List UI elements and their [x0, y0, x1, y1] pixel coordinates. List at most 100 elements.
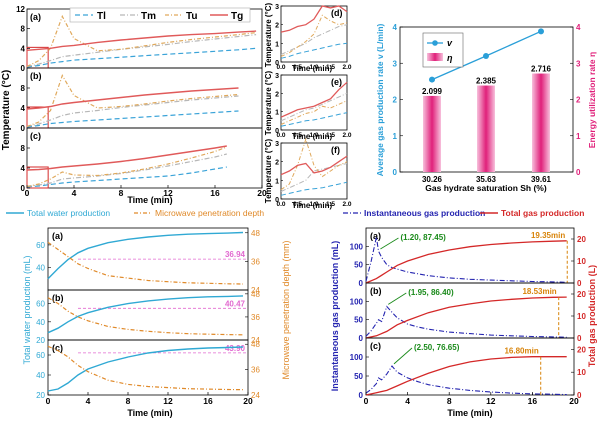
zoom-xtick-label-1-1.5: 1.5: [326, 132, 335, 139]
gas-rate-chart: 0 1 2 3 4 0 1 2 3 4 2.099 30.26 2.385 35.63 2.716 39.61…: [375, 23, 597, 193]
water-ytick-right-label-2-24: 24: [251, 391, 260, 400]
inst-gas-line-0: [365, 237, 567, 283]
temp-main-panel-label-0: (a): [30, 12, 41, 22]
temp-main-Tu-line-2: [26, 146, 228, 188]
temp-main-Tm-line-2: [26, 153, 227, 188]
water-ylabel-right: Microwave penetration depth (mm): [281, 240, 291, 379]
gas-ytick-right-label-1-20: 20: [577, 290, 586, 299]
gas-ylabel-right: Total gas production (L): [587, 265, 597, 367]
zoom-Tu-line-0: [280, 14, 348, 57]
water-xtick-label-20: 20: [243, 396, 253, 406]
legend-eta: η: [447, 53, 453, 63]
temp-main-frame-2: [26, 127, 263, 189]
temp-main-ytick-label-0-8: 8: [21, 25, 26, 34]
gas-rate-bar-1: [477, 85, 495, 172]
temp-main-Tu-line-1: [26, 74, 239, 128]
water-ref-label-1: 40.47: [225, 299, 246, 308]
water-chart: (a)406024364836.94(b)20406024364840.47(c…: [6, 208, 291, 418]
water-ytick-left-label-2-60: 60: [36, 351, 45, 360]
gas-rate-bar-label-1: 2.385: [476, 77, 497, 86]
temp-main-Tl-line-1: [26, 110, 239, 128]
gas-xlabel: Time (min): [447, 408, 492, 418]
water-ytick-left-label-2-20: 20: [36, 391, 45, 400]
total-gas-line-0: [365, 240, 567, 284]
zoom-panel-label-1: (e): [331, 77, 342, 87]
gas-rate-point-1: [483, 53, 489, 59]
gas-ytick-right-label-2-0: 0: [577, 391, 582, 400]
temp-main-xtick-label-8: 8: [119, 188, 124, 198]
legend-total-gas: Total gas production: [501, 208, 584, 218]
legend-tm: Tm: [141, 11, 156, 22]
water-legend: Total water production Microwave penetra…: [6, 208, 264, 218]
temp-main-ytick-label-1-0: 0: [21, 124, 26, 133]
temp-main-panel-label-1: (b): [30, 71, 42, 81]
gas-ytick-left-label-2-50: 50: [354, 372, 363, 381]
temp-main-xtick-label-16: 16: [210, 188, 220, 198]
temp-main-legend: Tl Tm Tu Tg: [69, 7, 251, 23]
inst-gas-line-2: [365, 365, 567, 396]
water-ytick-left-label-1-20: 20: [36, 336, 45, 345]
gas-ytick-left-label-1-0: 0: [359, 334, 364, 343]
zoom-ylabel-e: Temperature (°C): [264, 70, 273, 135]
water-xtick-label-12: 12: [163, 396, 173, 406]
zoom-xtick-label-1-0.5: 0.5: [293, 132, 302, 139]
gas-ytick-left-label-0-100: 100: [350, 242, 364, 251]
zoom-xlabel-f: Time (min): [292, 201, 333, 210]
zoom-Tg-line-1: [280, 81, 348, 118]
water-ylabel-left: Total water production (mL): [22, 255, 32, 364]
water-xtick-label-8: 8: [126, 396, 131, 406]
zoom-frame-0: [280, 5, 348, 63]
zoom-frame-2: [280, 142, 348, 200]
temp-main-xtick-label-20: 20: [257, 188, 267, 198]
zoom-xtick-label-1-1.0: 1.0: [309, 132, 318, 139]
temp-main-Tg-line-0: [26, 30, 257, 51]
water-ytick-left-label-1-60: 60: [36, 300, 45, 309]
zoom-Tl-line-1: [280, 112, 348, 127]
temp-main-Tl-line-0: [26, 47, 257, 68]
gas-panel-label-0: (a): [370, 231, 381, 241]
zoom-ytick-label-0-1: 1: [275, 41, 279, 48]
zoom-ytick-label-0-3: 3: [275, 4, 279, 11]
zoom-Tg-line-0: [280, 5, 348, 33]
zoom-xtick-label-2-1.0: 1.0: [309, 201, 318, 208]
water-ytick-right-label-1-24: 24: [251, 336, 260, 345]
temp-main-Tm-line-1: [26, 95, 239, 128]
gas-ytick-right-label-0-0: 0: [577, 279, 582, 288]
gas-rate-ytick-left-label-2: 2: [393, 96, 398, 105]
zoom-Tm-line-0: [280, 24, 348, 55]
total-gas-line-1: [365, 296, 567, 339]
zoom-xtick-label-2-1.5: 1.5: [326, 201, 335, 208]
legend-tu: Tu: [186, 11, 197, 22]
zoom-ytick-label-2-3: 3: [275, 141, 279, 148]
total-gas-line-2: [365, 356, 567, 396]
temp-main-ytick-label-0-0: 0: [21, 64, 26, 73]
water-ytick-right-label-0-24: 24: [251, 286, 260, 295]
gas-end-label-0: 19.35min: [531, 231, 565, 240]
zoom-xtick-label-0-1.5: 1.5: [326, 64, 335, 71]
depth-line-0: [47, 241, 244, 285]
gas-end-label-2: 16.80min: [504, 347, 538, 356]
depth-line-1: [47, 297, 244, 336]
water-xtick-label-16: 16: [203, 396, 213, 406]
gas-ytick-right-label-2-20: 20: [577, 345, 586, 354]
gas-rate-ytick-right-label-2: 2: [576, 96, 581, 105]
inst-gas-line-1: [365, 305, 567, 338]
temp-main-chart: (a) 0 4 8 12 (b) 0 4 8 (c) 0 4 8 0 4 8 12 16 20 Temperatur…: [1, 5, 267, 205]
gas-rate-xtick-label-2: 39.61: [531, 175, 552, 184]
zoom-ytick-label-1-3: 3: [275, 73, 279, 80]
water-frame-2: [47, 339, 249, 396]
gas-panel-label-1: (b): [370, 286, 382, 296]
temp-main-panel-label-2: (c): [30, 131, 41, 141]
temp-main-Tl-line-2: [26, 166, 227, 188]
gas-peak-label-2: (2.50, 76.65): [414, 343, 460, 352]
water-panel-label-2: (c): [52, 343, 63, 353]
zoom-ytick-label-1-2: 2: [275, 91, 279, 98]
water-ytick-left-label-2-40: 40: [36, 371, 45, 380]
gas-rate-legend: v η: [422, 32, 464, 68]
temp-main-Tg-line-2: [26, 145, 227, 171]
gas-rate-point-2: [538, 28, 544, 35]
gas-rate-bar-label-2: 2.716: [531, 65, 552, 74]
water-xtick-label-0: 0: [46, 396, 51, 406]
